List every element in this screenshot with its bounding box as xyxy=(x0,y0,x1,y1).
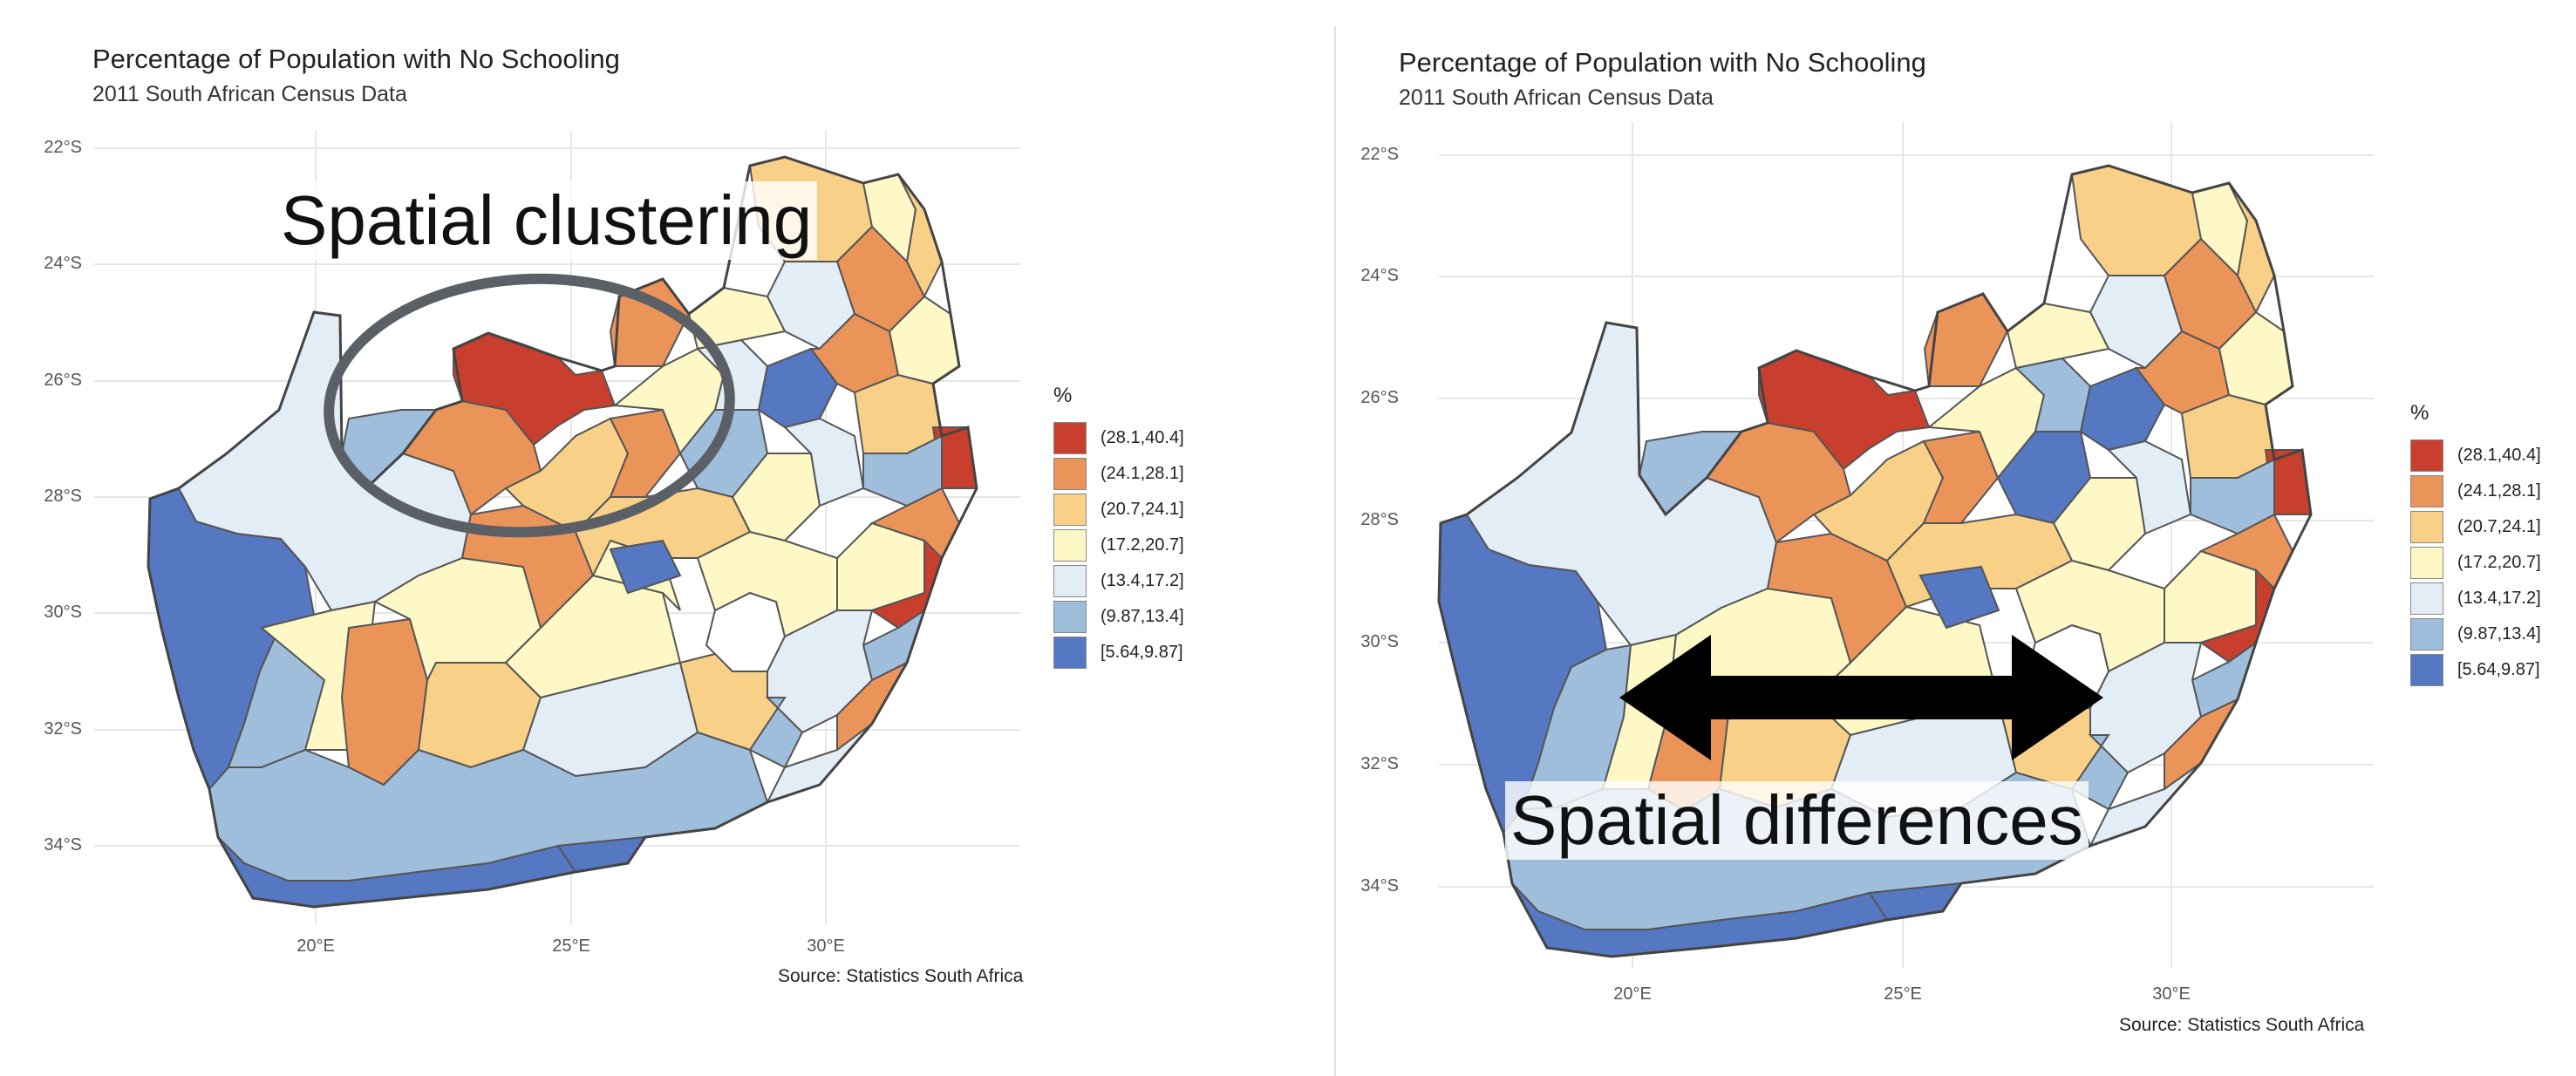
legend-item: (13.4,17.2] xyxy=(1053,563,1184,599)
legend-item: (9.87,13.4] xyxy=(1053,599,1184,635)
legend-label: (17.2,20.7] xyxy=(1101,535,1184,555)
y-tick-label: 34°S xyxy=(44,835,82,855)
legend-swatch xyxy=(1053,529,1087,562)
legend-swatch xyxy=(1053,637,1087,669)
legend-item: (24.1,28.1] xyxy=(2410,473,2541,509)
y-tick-label: 28°S xyxy=(1360,510,1399,529)
legend-swatch xyxy=(2410,511,2443,543)
legend-label: (24.1,28.1] xyxy=(2457,481,2541,501)
legend-swatch xyxy=(2410,654,2443,686)
y-tick-label: 30°S xyxy=(44,603,82,622)
legend-swatch xyxy=(1053,422,1087,454)
legend-label: (28.1,40.4] xyxy=(2457,446,2541,465)
country-outline xyxy=(147,155,978,909)
legend-swatch xyxy=(2410,439,2443,472)
legend-swatch xyxy=(2410,582,2443,615)
legend-swatch xyxy=(2410,475,2443,507)
legend-item: (28.1,40.4] xyxy=(2410,438,2541,473)
legend-label: (24.1,28.1] xyxy=(1101,464,1184,483)
map-title: Percentage of Population with No Schooli… xyxy=(1399,47,1926,78)
choropleth-map xyxy=(1437,122,2374,968)
cluster-ellipse xyxy=(324,273,735,538)
x-tick-label: 20°E xyxy=(1613,984,1652,1004)
legend-swatch xyxy=(2410,547,2443,579)
map-subtitle: 2011 South African Census Data xyxy=(92,82,407,106)
legend-label: (28.1,40.4] xyxy=(1101,428,1184,447)
map-caption: Source: Statistics South Africa xyxy=(2119,1015,2365,1035)
legend-swatch xyxy=(1053,601,1087,633)
map-title: Percentage of Population with No Schooli… xyxy=(92,44,620,74)
x-tick-label: 25°E xyxy=(552,936,590,956)
x-tick-label: 30°E xyxy=(807,936,845,956)
legend-label: (9.87,13.4] xyxy=(2457,624,2541,644)
x-tick-label: 20°E xyxy=(296,936,335,956)
x-tick-label: 25°E xyxy=(1884,984,1922,1004)
legend-item: (17.2,20.7] xyxy=(2410,545,2541,581)
legend-item: (20.7,24.1] xyxy=(2410,509,2541,545)
y-tick-label: 22°S xyxy=(44,138,82,157)
right-map-panel: Percentage of Population with No Schooli… xyxy=(1336,0,2576,1076)
map-legend: % (28.1,40.4] (24.1,28.1] (20.7,24.1] (1… xyxy=(1053,384,1184,671)
panel-divider xyxy=(1334,26,1336,1076)
legend-item: (13.4,17.2] xyxy=(2410,581,2541,616)
map-subtitle: 2011 South African Census Data xyxy=(1399,85,1714,110)
y-tick-label: 32°S xyxy=(44,719,82,739)
y-tick-label: 22°S xyxy=(1360,145,1399,164)
legend-item: (28.1,40.4] xyxy=(1053,420,1184,456)
country-outline xyxy=(1437,164,2313,958)
legend-item: (24.1,28.1] xyxy=(1053,456,1184,492)
legend-swatch xyxy=(1053,494,1087,526)
map-legend: % (28.1,40.4] (24.1,28.1] (20.7,24.1] (1… xyxy=(2410,401,2541,688)
double-arrow xyxy=(1619,635,2103,760)
legend-label: (20.7,24.1] xyxy=(1101,500,1184,519)
legend-label: (13.4,17.2] xyxy=(2457,589,2541,608)
legend-label: (13.4,17.2] xyxy=(1101,571,1184,590)
legend-swatch xyxy=(1053,565,1087,597)
legend-label: (20.7,24.1] xyxy=(2457,517,2541,536)
legend-swatch xyxy=(1053,458,1087,490)
legend-item: (20.7,24.1] xyxy=(1053,492,1184,528)
legend-label: [5.64,9.87] xyxy=(2457,660,2540,679)
legend-item: (17.2,20.7] xyxy=(1053,528,1184,563)
legend-item: [5.64,9.87] xyxy=(1053,635,1184,671)
left-map-panel: Percentage of Population with No Schooli… xyxy=(44,44,1184,986)
y-tick-label: 26°S xyxy=(44,371,82,390)
x-tick-label: 30°E xyxy=(2152,984,2191,1004)
y-tick-label: 24°S xyxy=(44,254,82,273)
y-tick-label: 26°S xyxy=(1360,388,1399,407)
annotation-spatial-clustering: Spatial clustering xyxy=(276,181,818,260)
legend-item: [5.64,9.87] xyxy=(2410,652,2541,688)
legend-label: (17.2,20.7] xyxy=(2457,553,2541,572)
y-tick-label: 32°S xyxy=(1360,754,1399,773)
legend-label: [5.64,9.87] xyxy=(1101,643,1183,662)
legend-swatch xyxy=(2410,618,2443,650)
legend-title: % xyxy=(2410,401,2429,425)
legend-label: (9.87,13.4] xyxy=(1101,607,1184,626)
y-tick-label: 28°S xyxy=(44,487,82,506)
y-tick-label: 34°S xyxy=(1360,876,1399,896)
map-caption: Source: Statistics South Africa xyxy=(778,966,1024,986)
y-tick-label: 30°S xyxy=(1360,632,1399,651)
y-tick-label: 24°S xyxy=(1360,266,1399,285)
annotation-spatial-differences: Spatial differences xyxy=(1505,781,2089,860)
legend-item: (9.87,13.4] xyxy=(2410,616,2541,652)
map-regions xyxy=(1437,164,2313,958)
legend-title: % xyxy=(1053,384,1073,407)
